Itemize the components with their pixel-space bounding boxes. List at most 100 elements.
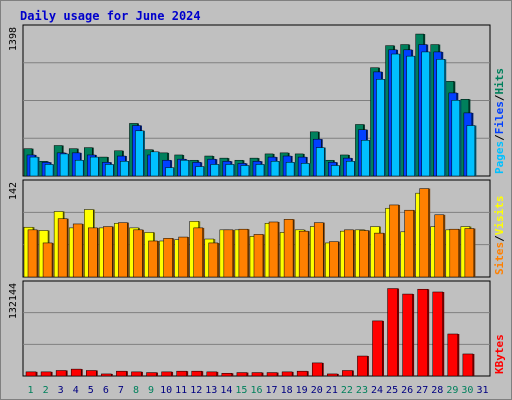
x-tick-label-day-24: 24 xyxy=(371,385,383,396)
bar-pages-day-7 xyxy=(120,161,129,177)
bar-kbytes-day-27 xyxy=(417,288,428,377)
legend-entry-visits: Visits xyxy=(493,196,506,236)
bar-kbytes-day-16 xyxy=(251,372,263,377)
panel-3-legend: KBytes xyxy=(493,334,506,374)
panel-1-y-scale-label: 1398 xyxy=(8,27,19,51)
bar-sites-day-4 xyxy=(72,223,83,278)
bar-kbytes-day-7 xyxy=(116,370,127,377)
x-tick-label-day-22: 22 xyxy=(341,385,353,396)
x-tick-label-day-11: 11 xyxy=(175,385,187,396)
bar-kbytes-day-10 xyxy=(161,371,172,377)
bar-sites-day-17 xyxy=(268,221,279,278)
bar-kbytes-day-22 xyxy=(342,370,353,377)
bar-kbytes-day-11 xyxy=(176,370,187,377)
bar-pages-day-6 xyxy=(105,164,114,177)
bar-sites-day-20 xyxy=(313,222,324,278)
bar-kbytes-day-25 xyxy=(387,288,398,377)
panel-2-legend: Sites/Visits xyxy=(493,196,506,276)
bar-kbytes-day-30 xyxy=(462,353,474,377)
legend-separator: / xyxy=(493,94,506,101)
bar-pages-day-14 xyxy=(225,164,235,177)
x-tick-label-day-1: 1 xyxy=(28,385,34,396)
bar-pages-day-28 xyxy=(436,59,445,177)
bar-pages-day-2 xyxy=(44,164,54,177)
bar-pages-day-22 xyxy=(346,161,355,177)
bar-pages-day-16 xyxy=(255,164,265,177)
bar-kbytes-day-26 xyxy=(402,293,413,377)
bar-pages-day-30 xyxy=(466,125,476,177)
x-tick-label-day-21: 21 xyxy=(326,385,338,396)
x-tick-label-day-6: 6 xyxy=(103,385,109,396)
bar-sites-day-14 xyxy=(223,229,234,278)
bar-kbytes-day-5 xyxy=(86,370,97,377)
bar-sites-day-22 xyxy=(344,229,354,278)
chart-panel-3: 132144 KBytes xyxy=(8,280,506,377)
legend-entry-sites: Sites xyxy=(493,242,506,275)
legend-separator: / xyxy=(493,235,506,242)
x-tick-label-day-20: 20 xyxy=(311,385,323,396)
bar-kbytes-day-23 xyxy=(357,355,368,377)
bar-pages-day-15 xyxy=(240,165,250,177)
bar-kbytes-day-20 xyxy=(311,362,323,377)
bar-kbytes-day-21 xyxy=(327,373,338,377)
bar-sites-day-27 xyxy=(419,188,429,278)
bar-sites-day-10 xyxy=(163,238,173,278)
bar-kbytes-day-13 xyxy=(206,371,218,377)
bar-pages-day-23 xyxy=(361,139,370,177)
panel-1-legend: Pages/Files/Hits xyxy=(493,68,506,174)
bar-pages-day-3 xyxy=(59,153,69,177)
bar-sites-day-30 xyxy=(464,228,475,278)
bar-kbytes-day-14 xyxy=(221,372,233,377)
bar-pages-day-8 xyxy=(135,130,144,177)
x-tick-label-day-30: 30 xyxy=(461,385,473,396)
bar-pages-day-19 xyxy=(300,163,310,177)
chart-title: Daily usage for June 2024 xyxy=(20,9,201,23)
x-tick-label-day-19: 19 xyxy=(296,385,308,396)
bar-pages-day-29 xyxy=(451,100,461,177)
x-tick-label-day-9: 9 xyxy=(148,385,154,396)
bar-kbytes-day-12 xyxy=(191,370,202,377)
bar-pages-day-18 xyxy=(285,162,295,177)
legend-entry-files: Files xyxy=(493,101,506,134)
x-tick-label-day-10: 10 xyxy=(160,385,172,396)
bar-sites-day-9 xyxy=(148,240,158,278)
bar-pages-day-11 xyxy=(180,159,189,177)
bar-sites-day-5 xyxy=(88,227,98,278)
x-tick-label-day-17: 17 xyxy=(266,385,278,396)
legend-entry-pages: Pages xyxy=(493,141,506,174)
bar-pages-day-20 xyxy=(315,147,325,177)
bar-pages-day-4 xyxy=(74,159,84,177)
panel-2-y-scale-label: 142 xyxy=(8,182,19,200)
bar-sites-day-3 xyxy=(57,218,68,278)
x-tick-label-day-25: 25 xyxy=(386,385,398,396)
bar-kbytes-day-8 xyxy=(131,371,142,377)
bar-kbytes-day-2 xyxy=(40,371,52,377)
x-tick-label-day-3: 3 xyxy=(58,385,64,396)
x-tick-label-day-18: 18 xyxy=(281,385,293,396)
bar-sites-day-23 xyxy=(359,230,369,278)
bar-sites-day-8 xyxy=(133,229,143,278)
bar-sites-day-25 xyxy=(389,204,399,278)
bar-sites-day-13 xyxy=(208,242,219,278)
bar-pages-day-5 xyxy=(90,156,99,177)
bar-kbytes-day-29 xyxy=(447,333,459,377)
bar-sites-day-15 xyxy=(238,228,249,278)
bar-sites-day-1 xyxy=(27,229,38,278)
bar-kbytes-day-17 xyxy=(266,372,278,377)
bar-sites-day-18 xyxy=(283,219,294,278)
bar-pages-day-1 xyxy=(29,156,39,177)
x-tick-label-day-27: 27 xyxy=(416,385,428,396)
bar-kbytes-day-9 xyxy=(146,372,157,377)
x-tick-label-day-29: 29 xyxy=(446,385,458,396)
chart-panel-2: 142 Sites/Visits xyxy=(8,179,506,278)
bar-sites-day-7 xyxy=(118,222,128,278)
bar-kbytes-day-3 xyxy=(55,370,67,377)
bar-pages-day-21 xyxy=(331,165,340,177)
bar-sites-day-24 xyxy=(374,232,384,278)
bar-sites-day-21 xyxy=(329,241,339,278)
x-tick-label-day-26: 26 xyxy=(401,385,413,396)
bar-kbytes-day-6 xyxy=(101,373,112,377)
bar-sites-day-6 xyxy=(103,226,113,278)
